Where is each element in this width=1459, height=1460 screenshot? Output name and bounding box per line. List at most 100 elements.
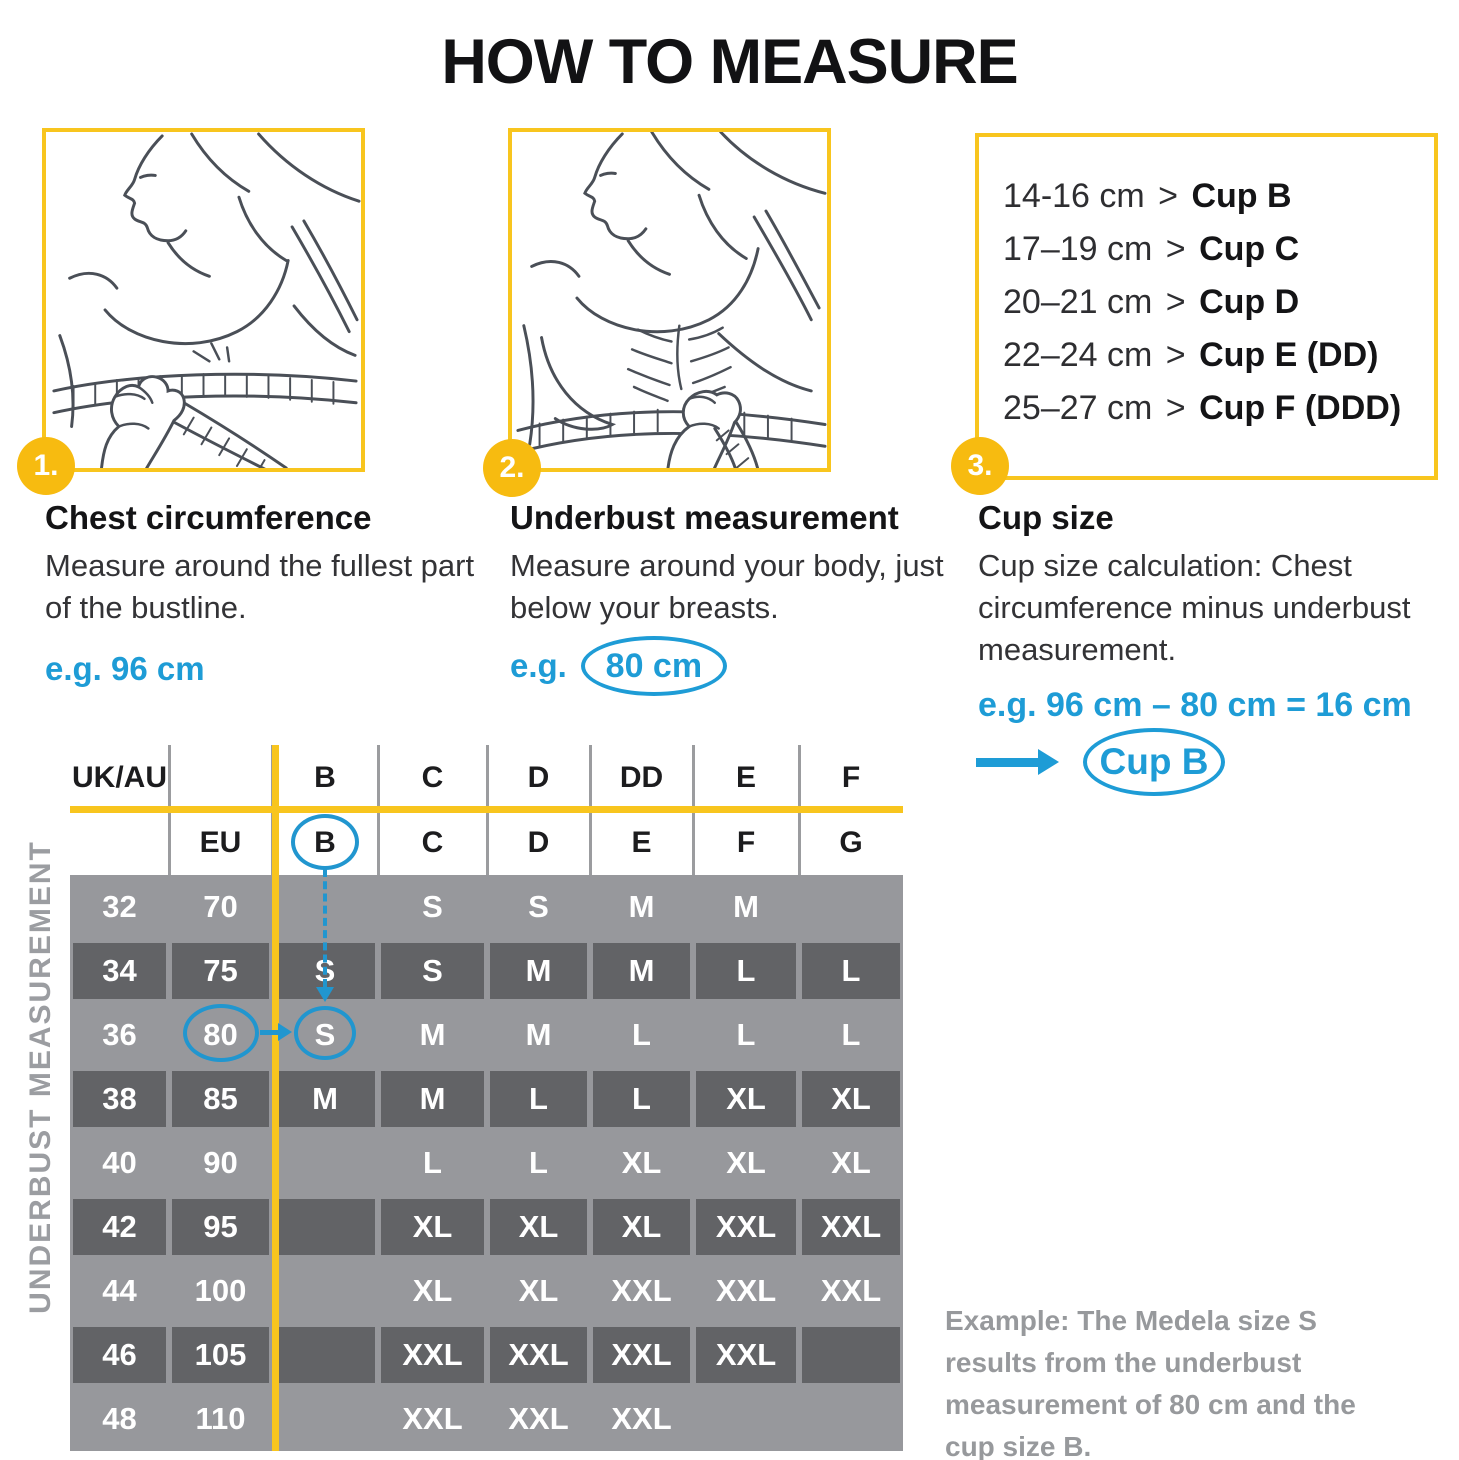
size-table-cell: L bbox=[841, 1017, 861, 1052]
size-table-cell: XL bbox=[726, 1145, 766, 1180]
size-table-header-cell: D bbox=[527, 760, 550, 794]
size-table-cell: XXL bbox=[820, 1273, 882, 1308]
size-table-header-cell: F bbox=[841, 760, 861, 794]
size-table-cell: XL bbox=[412, 1273, 453, 1308]
size-table-header-cell: C bbox=[421, 760, 444, 794]
size-table-cell: XL bbox=[802, 1071, 900, 1127]
right-arrow-head-icon bbox=[278, 1023, 292, 1041]
size-table-cell: 48 bbox=[102, 1401, 137, 1436]
underbust-illustration-box bbox=[508, 128, 831, 472]
size-table-cell: XXL bbox=[381, 1327, 484, 1383]
cup-size-chart-box bbox=[975, 133, 1438, 480]
chest-illustration-box bbox=[42, 128, 365, 472]
size-table-cell: XXL bbox=[508, 1401, 569, 1436]
size-table-cell: M bbox=[628, 889, 655, 924]
size-table-cell: 46 bbox=[73, 1327, 166, 1383]
step-1-heading: Chest circumference bbox=[45, 499, 372, 536]
eu-80-highlight-ellipse bbox=[183, 1004, 259, 1062]
size-table-cell: M bbox=[419, 1017, 446, 1052]
size-table-cell: XL bbox=[518, 1273, 559, 1308]
size-table-cell: 32 bbox=[102, 889, 137, 924]
size-table-cell: XXL bbox=[696, 1199, 796, 1255]
step-3-heading: Cup size bbox=[978, 499, 1114, 536]
size-table-cell: M bbox=[733, 889, 759, 924]
step-1-example: e.g. 96 cm bbox=[45, 650, 205, 687]
size-table-cell: 36 bbox=[102, 1017, 137, 1052]
size-table-cell: XXL bbox=[593, 1327, 690, 1383]
size-table-header-cell: F bbox=[736, 825, 756, 859]
size-s-highlight-ellipse bbox=[294, 1006, 356, 1060]
size-table-row: 32 70 S S M M bbox=[70, 875, 903, 939]
size-table-row: 38 85 M M L L XL XL bbox=[70, 1067, 903, 1131]
size-table-row: 42 95 XL XL XL XXL XXL bbox=[70, 1195, 903, 1259]
page-title: HOW TO MEASURE bbox=[441, 27, 1018, 97]
size-table-cell bbox=[275, 1199, 375, 1255]
size-table-cell: XL bbox=[490, 1199, 587, 1255]
size-table-cell: XXL bbox=[802, 1199, 900, 1255]
size-table-row: 40 90 L L XL XL XL bbox=[70, 1131, 903, 1195]
size-table-row: 46 105 XXL XXL XXL XXL bbox=[70, 1323, 903, 1387]
size-table-cell: XL bbox=[621, 1145, 662, 1180]
size-table-header-ukau: UK/AU B C D DD E F bbox=[70, 745, 903, 810]
size-table-body: 32 70 S S M M 34 75 S S M M L L 36 80 S M M L L L 38 85 M M L L XL XL… bbox=[70, 875, 903, 1451]
size-table-cell: S bbox=[381, 943, 484, 999]
size-table-cell: L bbox=[632, 1017, 651, 1052]
down-arrow-icon bbox=[316, 987, 334, 1002]
size-table-cell: L bbox=[490, 1071, 587, 1127]
cup-chart-line: 20–21 cm > Cup D bbox=[1003, 283, 1300, 321]
size-table-cell: M bbox=[381, 1071, 484, 1127]
step-3-text: Cup size Cup size calculation: Chest cir… bbox=[978, 499, 1446, 671]
size-table-cell: M bbox=[490, 943, 587, 999]
size-table-cell: L bbox=[529, 1145, 548, 1180]
step-2-example-prefix: e.g. bbox=[510, 647, 567, 684]
size-table-cell: XXL bbox=[611, 1273, 672, 1308]
size-table-cell: XXL bbox=[696, 1327, 796, 1383]
step-2-example-row: e.g. 80 cm bbox=[510, 636, 727, 696]
size-table-cell: 105 bbox=[172, 1327, 269, 1383]
size-table-header-cell: E bbox=[735, 760, 756, 794]
size-table-cell: L bbox=[593, 1071, 690, 1127]
size-table-cell bbox=[275, 1327, 375, 1383]
result-arrow-icon bbox=[976, 749, 1059, 775]
size-table-cell: L bbox=[423, 1145, 442, 1180]
size-table-cell: S bbox=[528, 889, 549, 924]
size-table-cell: 95 bbox=[172, 1199, 269, 1255]
size-table-cell: XXL bbox=[490, 1327, 587, 1383]
size-table-cell: 42 bbox=[73, 1199, 166, 1255]
step-1-badge: 1. bbox=[17, 437, 75, 495]
size-table-cell: XL bbox=[593, 1199, 690, 1255]
size-table-cell: 110 bbox=[195, 1401, 246, 1436]
size-table-cell: XXL bbox=[611, 1401, 672, 1436]
size-table-cell: XL bbox=[696, 1071, 796, 1127]
cup-b-result-ellipse: Cup B bbox=[1083, 728, 1225, 796]
yellow-horizontal-line bbox=[70, 806, 903, 813]
size-table-cell: 44 bbox=[102, 1273, 137, 1308]
size-table-row: 34 75 S S M M L L bbox=[70, 939, 903, 1003]
size-table-header-cell: E bbox=[631, 825, 652, 859]
size-table-cell bbox=[272, 1259, 378, 1323]
size-table-cell: XL bbox=[831, 1145, 871, 1180]
b-column-highlight-ellipse bbox=[291, 814, 359, 870]
size-table-cell: S bbox=[422, 889, 443, 924]
underbust-axis-label: UNDERBUST MEASUREMENT bbox=[24, 840, 57, 1314]
underbust-measure-illustration bbox=[516, 132, 827, 468]
yellow-vertical-line bbox=[272, 745, 279, 1451]
step-2-badge: 2. bbox=[483, 439, 541, 497]
cup-size-equation: e.g. 96 cm – 80 cm = 16 cm bbox=[978, 686, 1412, 724]
step-3-body: Cup size calculation: Chest circumferenc… bbox=[978, 548, 1411, 668]
size-table-cell: 38 bbox=[73, 1071, 166, 1127]
size-table-cell: 85 bbox=[172, 1071, 269, 1127]
size-table-cell: XXL bbox=[402, 1401, 463, 1436]
right-arrow-icon bbox=[260, 1030, 280, 1035]
dashed-connector-line bbox=[323, 869, 327, 987]
size-table-header-cell: DD bbox=[619, 760, 664, 794]
size-table-header-cell: EU bbox=[199, 825, 242, 859]
size-table-cell bbox=[802, 1327, 900, 1383]
step-2-text: Underbust measurement Measure around you… bbox=[510, 499, 952, 629]
cup-size-result-row: Cup B bbox=[976, 728, 1225, 796]
size-table-cell: XL bbox=[381, 1199, 484, 1255]
underbust-example-ellipse: 80 cm bbox=[580, 636, 727, 696]
size-table-cell: M bbox=[593, 943, 690, 999]
size-table-header-cell bbox=[70, 810, 169, 875]
